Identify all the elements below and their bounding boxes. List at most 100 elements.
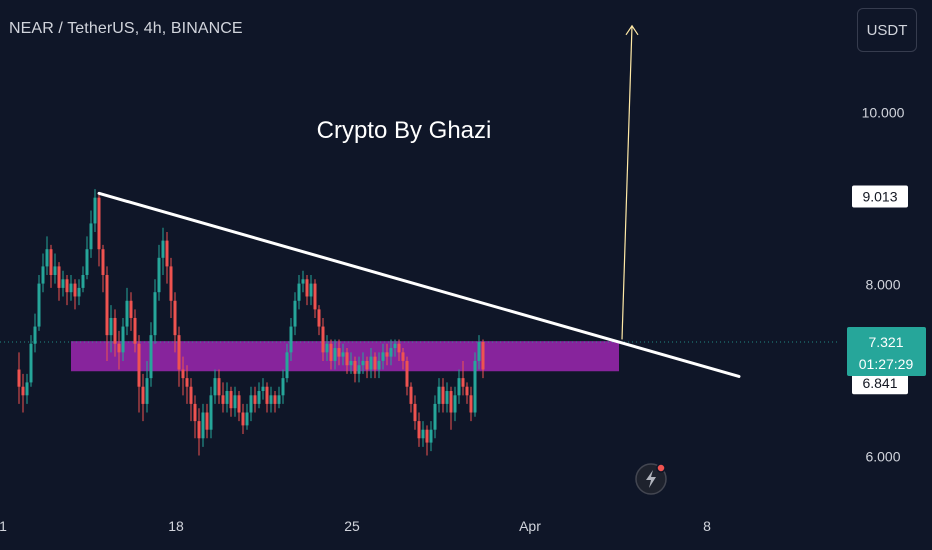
currency-button[interactable]: USDT — [857, 8, 917, 52]
candle-body — [109, 317, 113, 336]
candle-body — [97, 197, 101, 250]
candle — [293, 292, 297, 336]
candle-body — [53, 266, 57, 275]
candle-body — [141, 386, 145, 404]
candle — [389, 339, 393, 366]
candle-body — [353, 360, 357, 374]
candle — [61, 270, 65, 297]
candle-body — [261, 386, 265, 392]
candle-body — [305, 279, 309, 297]
candle-body — [193, 403, 197, 422]
candle — [157, 244, 161, 301]
candle — [133, 309, 137, 353]
candle-body — [153, 292, 157, 336]
candle — [145, 360, 149, 413]
candle-body — [449, 391, 453, 413]
candle — [281, 369, 285, 404]
support-zone — [71, 341, 619, 372]
candle — [177, 326, 181, 387]
candle-body — [317, 309, 321, 327]
candle — [425, 425, 429, 456]
candle-body — [69, 283, 73, 293]
candle — [101, 244, 105, 293]
resistance-price-label-text: 9.013 — [862, 189, 897, 205]
candle — [345, 348, 349, 374]
candle — [117, 330, 121, 370]
target-arrow-line — [621, 25, 633, 340]
candle — [109, 305, 113, 353]
candle — [273, 391, 277, 413]
candle-body — [369, 356, 373, 370]
candle — [445, 382, 449, 413]
candle — [317, 305, 321, 336]
candle-body — [401, 352, 405, 361]
candle-body — [389, 348, 393, 357]
candle — [185, 365, 189, 404]
candle — [277, 386, 281, 409]
candle — [413, 395, 417, 430]
candle-body — [145, 378, 149, 404]
candle — [77, 279, 81, 306]
candle — [17, 352, 21, 404]
candle-body — [29, 343, 33, 383]
candle — [253, 386, 257, 413]
candle-body — [105, 275, 109, 336]
price-tick-label: 10.000 — [862, 105, 905, 121]
candle-body — [297, 283, 301, 301]
candle-body — [205, 412, 209, 430]
candle-body — [201, 412, 205, 439]
candle — [165, 232, 169, 284]
candle-body — [197, 421, 201, 439]
candle-body — [213, 378, 217, 396]
candle — [433, 395, 437, 439]
lightning-bolt-icon[interactable] — [635, 463, 667, 495]
candle-body — [249, 395, 253, 413]
candle-body — [117, 343, 121, 353]
candle-body — [457, 378, 461, 396]
target-arrow-head — [625, 24, 639, 36]
candle — [453, 386, 457, 422]
candle-body — [425, 429, 429, 443]
candle-body — [209, 395, 213, 430]
candle-body — [245, 412, 249, 426]
candle — [333, 339, 337, 370]
candle — [249, 386, 253, 422]
candle-body — [461, 378, 465, 387]
candle-body — [405, 360, 409, 387]
candle — [121, 317, 125, 361]
candle — [305, 275, 309, 306]
candle-body — [129, 300, 133, 318]
candle — [105, 266, 109, 361]
candle-body — [301, 279, 305, 284]
candle-body — [385, 352, 389, 357]
candle — [309, 275, 313, 306]
candle — [149, 322, 153, 387]
candle — [225, 382, 229, 413]
candle-body — [393, 343, 397, 349]
candle — [217, 369, 221, 404]
candle-body — [397, 343, 401, 353]
candle — [213, 369, 217, 404]
candle-body — [121, 326, 125, 353]
candle-body — [429, 429, 433, 443]
candle — [401, 348, 405, 370]
candle — [21, 373, 25, 413]
candle-body — [133, 317, 137, 344]
candle — [341, 343, 345, 366]
time-tick-label: Apr — [519, 518, 541, 534]
candle-body — [73, 283, 77, 297]
candle-body — [273, 395, 277, 404]
candle — [53, 253, 57, 284]
candle-body — [329, 343, 333, 361]
candle-body — [257, 391, 261, 404]
candle — [221, 382, 225, 413]
current-price-label: 7.321 01:27:29 — [847, 326, 926, 376]
candle-body — [413, 403, 417, 422]
candle-body — [453, 395, 457, 413]
candle — [241, 403, 245, 434]
candle-body — [477, 342, 481, 361]
candle-body — [161, 240, 165, 258]
candle-body — [173, 300, 177, 336]
candle-body — [137, 343, 141, 387]
